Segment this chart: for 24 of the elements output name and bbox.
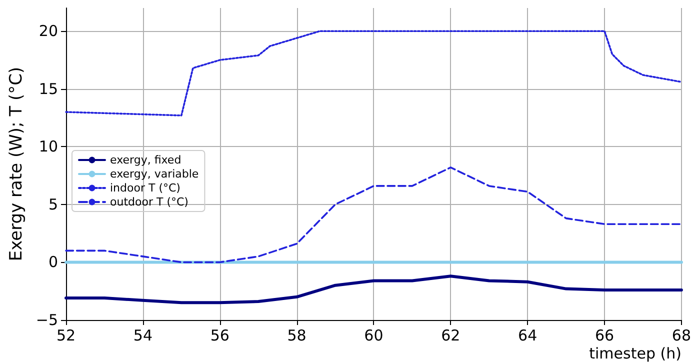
y-tick-label: 0 <box>48 253 58 272</box>
y-tick-label: 15 <box>38 80 58 98</box>
line-series <box>65 166 682 264</box>
y-tick-label: 10 <box>38 138 58 156</box>
x-axis-title: timestep (h) <box>589 344 682 362</box>
x-tick-label: 52 <box>56 326 76 344</box>
x-tick-label: 66 <box>594 326 614 344</box>
x-tick-label: 68 <box>672 326 692 344</box>
y-tick-label: −5 <box>36 311 58 329</box>
line-series <box>65 30 682 116</box>
x-tick-label: 54 <box>133 326 152 344</box>
line-series <box>64 274 683 304</box>
x-tick-label: 56 <box>210 326 230 344</box>
legend-label: exergy, variable <box>110 168 199 180</box>
legend-label: exergy, fixed <box>110 154 182 166</box>
x-tick-label: 60 <box>364 326 384 344</box>
y-tick-label: 5 <box>48 195 58 214</box>
x-tick-label: 64 <box>518 326 538 344</box>
legend-label: outdoor T (°C) <box>110 196 188 208</box>
y-tick-label: 20 <box>38 22 58 40</box>
legend-label: indoor T (°C) <box>110 182 180 194</box>
x-tick-label: 62 <box>441 326 460 344</box>
y-axis-title: Exergy rate (W); T (°C) <box>6 66 26 262</box>
x-tick-label: 58 <box>287 326 306 344</box>
